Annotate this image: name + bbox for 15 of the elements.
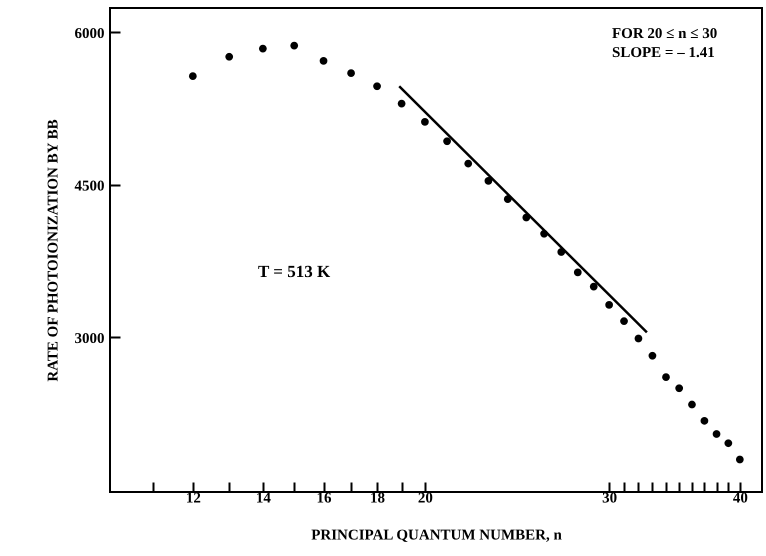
x-tick-label: 16 — [316, 490, 332, 506]
annotation: FOR 20 ≤ n ≤ 30 — [612, 26, 718, 42]
annotation: SLOPE = – 1.41 — [612, 45, 715, 61]
x-axis-title: PRINCIPAL QUANTUM NUMBER, n — [311, 528, 562, 544]
y-tick-label: 6000 — [74, 26, 104, 42]
x-tick-label: 18 — [370, 490, 386, 506]
y-tick-label: 3000 — [74, 330, 104, 347]
x-tick-label: 14 — [256, 490, 272, 506]
x-tick-label: 30 — [602, 490, 618, 506]
y-tick-label: 4500 — [74, 178, 104, 194]
x-tick-label: 40 — [732, 490, 748, 506]
y-axis-title: RATE OF PHOTOIONIZATION BY BB — [46, 119, 62, 382]
x-tick-label: 20 — [418, 490, 433, 506]
annotation: T = 513 K — [258, 262, 331, 281]
x-tick-label: 12 — [186, 490, 201, 506]
